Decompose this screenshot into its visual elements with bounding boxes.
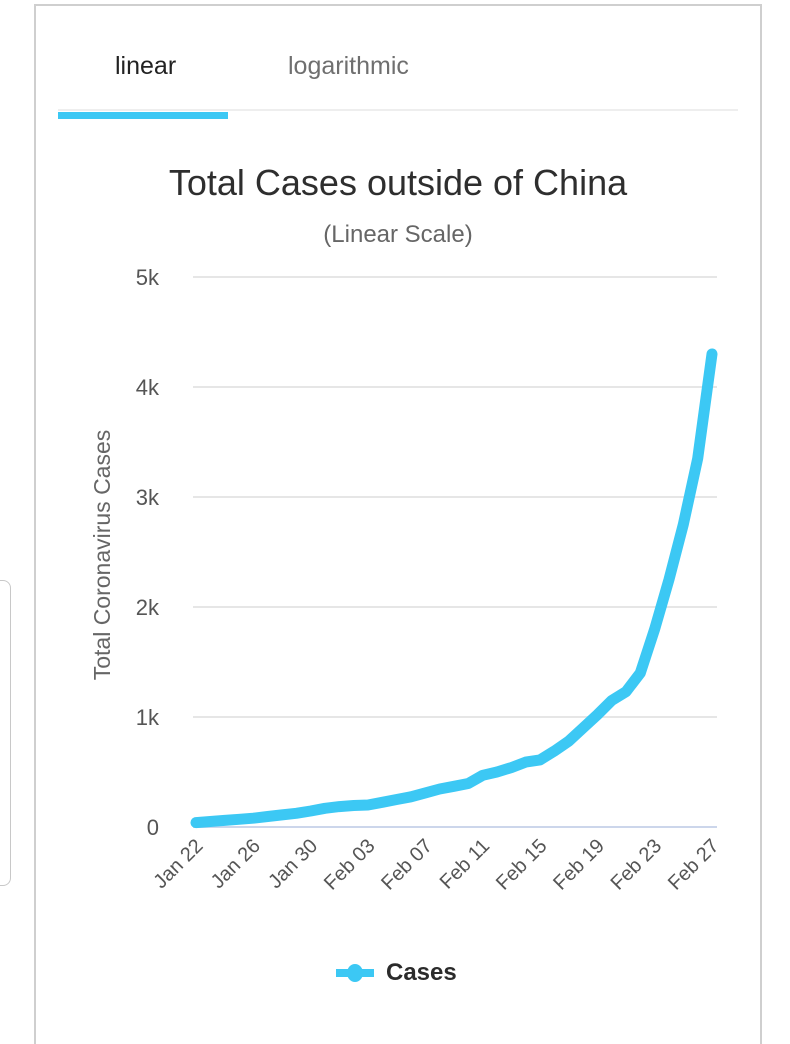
- x-tick-label: Jan 30: [264, 835, 322, 893]
- x-tick-label: Feb 11: [436, 835, 495, 894]
- y-axis-ticks: 0 1k 2k 3k 4k 5k: [136, 265, 160, 840]
- legend-line-marker-icon: [336, 966, 374, 980]
- y-tick-label: 5k: [136, 265, 160, 290]
- x-tick-label: Jan 22: [150, 835, 208, 893]
- x-tick-label: Feb 23: [607, 835, 667, 895]
- y-tick-label: 0: [147, 815, 159, 840]
- y-tick-label: 1k: [136, 705, 160, 730]
- legend-item-cases[interactable]: Cases: [336, 956, 457, 990]
- x-tick-label: Feb 03: [320, 835, 380, 895]
- x-tick-label: Feb 15: [492, 835, 552, 895]
- x-tick-label: Jan 26: [207, 835, 265, 893]
- legend-label: Cases: [386, 959, 457, 987]
- series-group: [196, 354, 712, 823]
- y-tick-label: 2k: [136, 595, 160, 620]
- series-line-cases[interactable]: [196, 354, 712, 823]
- gridlines: [193, 277, 717, 827]
- x-tick-label: Feb 07: [377, 835, 437, 895]
- y-axis-label: Total Coronavirus Cases: [89, 430, 115, 681]
- x-tick-label: Feb 19: [549, 835, 609, 895]
- y-tick-label: 3k: [136, 485, 160, 510]
- y-tick-label: 4k: [136, 375, 160, 400]
- x-tick-label: Feb 27: [664, 835, 724, 895]
